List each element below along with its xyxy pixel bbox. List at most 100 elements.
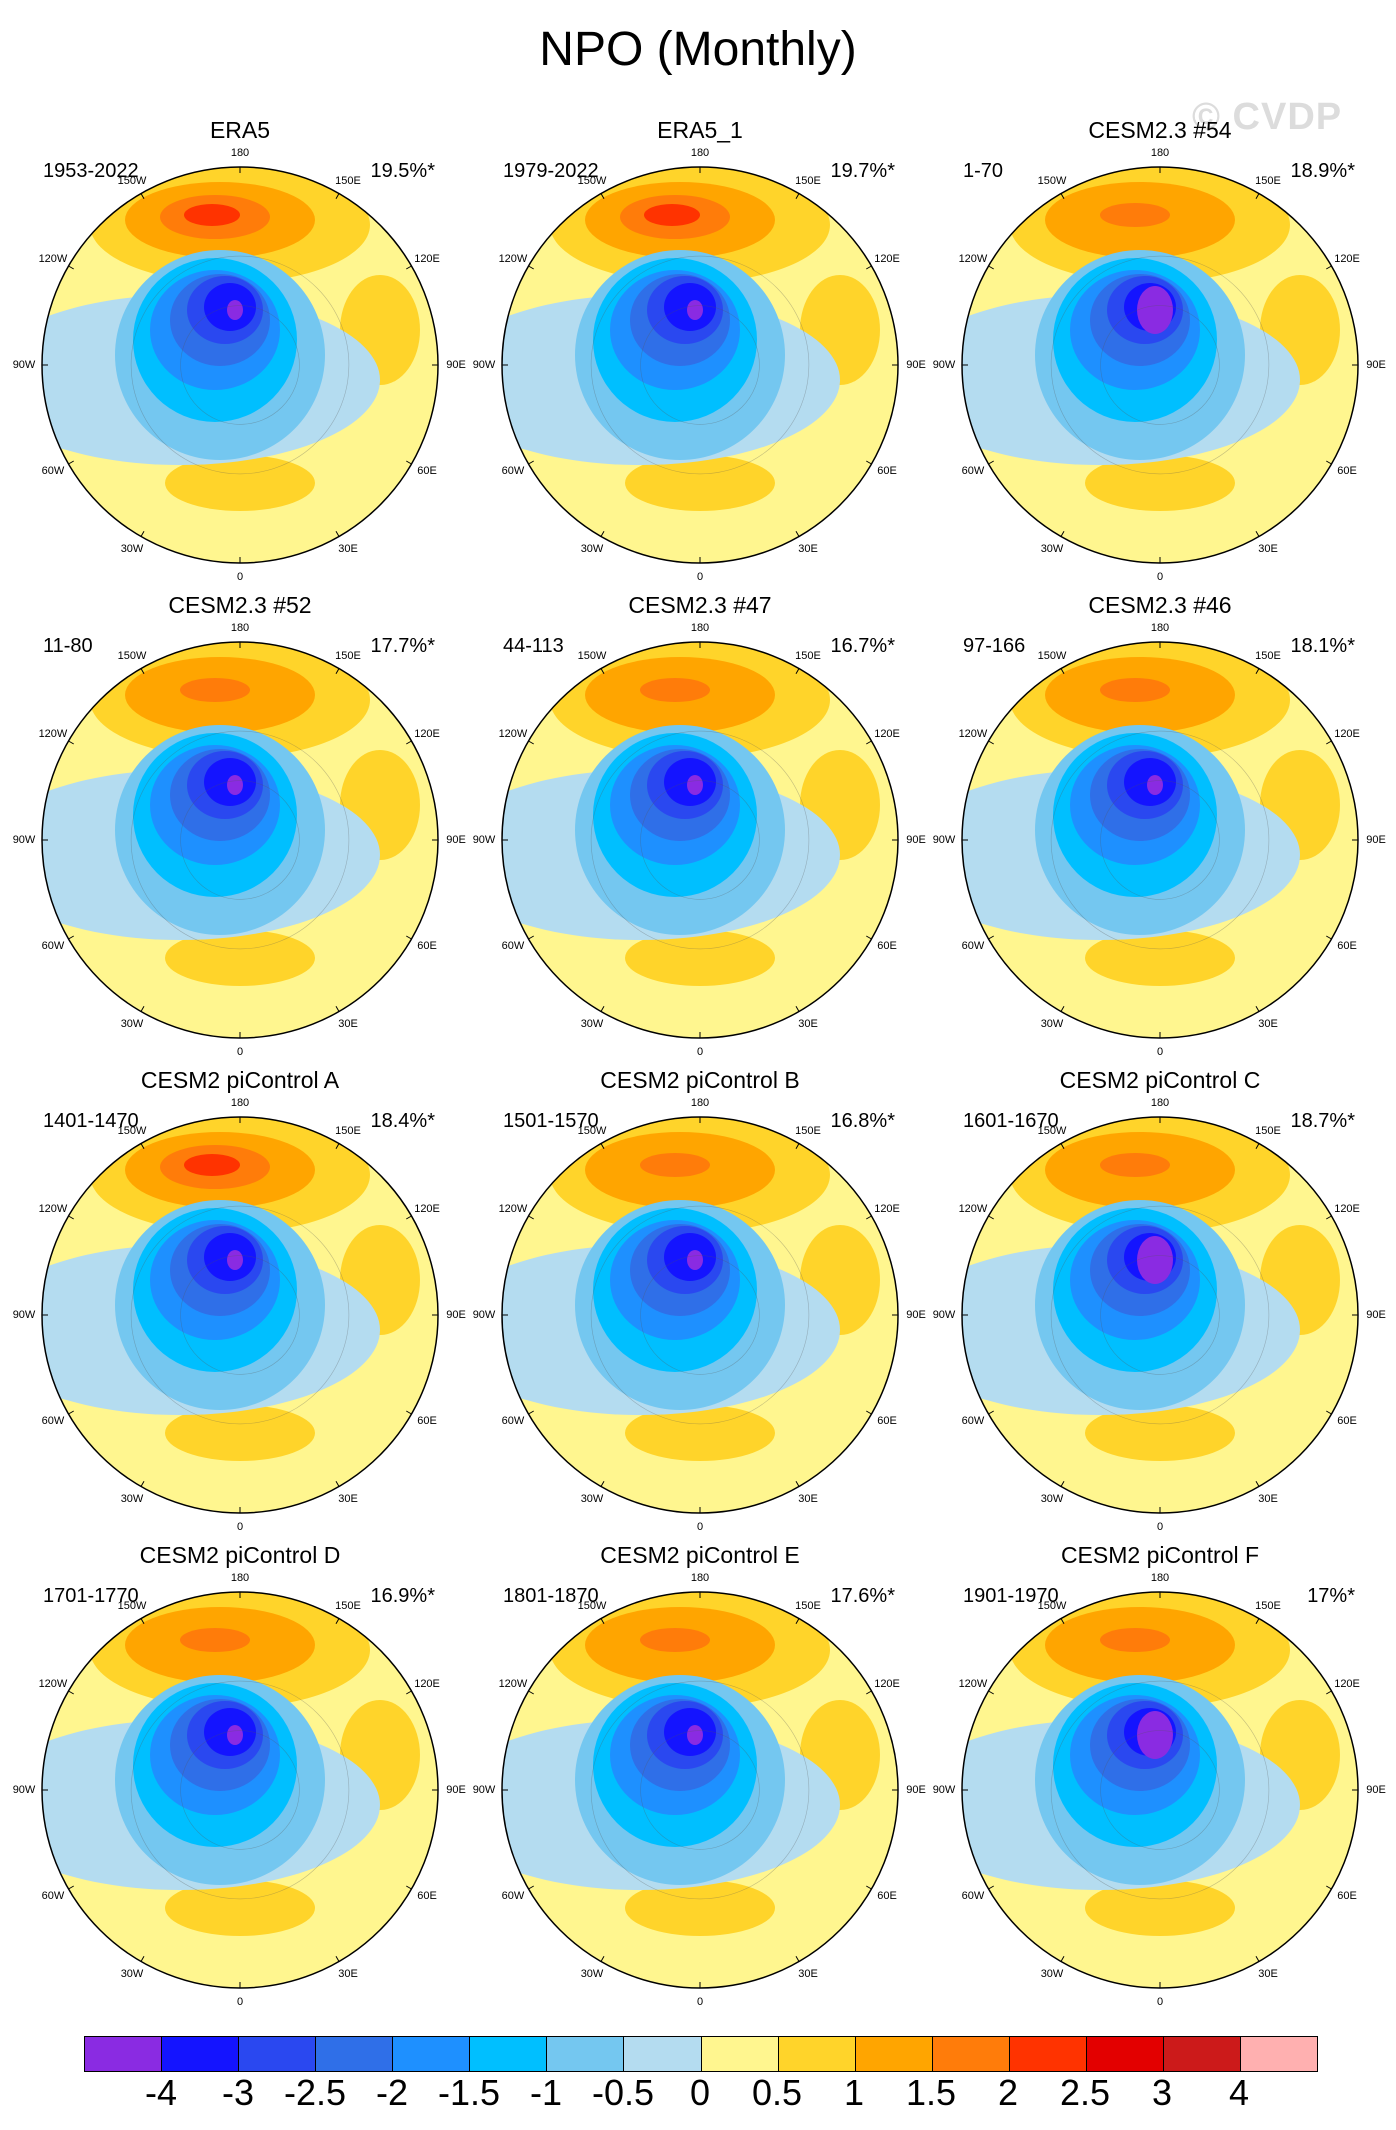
panel-title: CESM2 piControl C: [1059, 1067, 1261, 1093]
panel-period: 1701-1770: [43, 1585, 139, 1607]
longitude-label: 90E: [906, 1784, 926, 1796]
longitude-tick: [795, 1618, 800, 1624]
longitude-tick: [1060, 668, 1065, 674]
panel-period: 97-166: [963, 635, 1026, 657]
longitude-label: 120W: [498, 728, 528, 740]
longitude-label: 90W: [472, 1309, 496, 1321]
longitude-label: 150E: [1255, 1125, 1281, 1138]
longitude-label: 30E: [1258, 1492, 1278, 1505]
longitude-label: 120W: [38, 728, 68, 740]
longitude-label: 60W: [501, 465, 525, 477]
longitude-tick: [68, 1410, 74, 1415]
longitude-label: 30E: [798, 1017, 818, 1030]
positive-anomaly: [165, 930, 315, 986]
longitude-label: 120W: [498, 253, 528, 265]
longitude-tick: [795, 193, 800, 199]
panel-title: ERA5_1: [657, 117, 743, 143]
longitude-label: 60E: [877, 1890, 897, 1902]
longitude-tick: [1255, 1143, 1260, 1149]
longitude-label: 90W: [472, 359, 496, 371]
coastline-hint: [180, 780, 300, 900]
positive-anomaly: [1100, 1628, 1170, 1652]
coastline-hint: [640, 1730, 760, 1850]
longitude-tick: [1326, 1885, 1332, 1890]
coastline-hint: [1100, 1730, 1220, 1850]
longitude-label: 30E: [338, 1492, 358, 1505]
longitude-tick: [335, 1143, 340, 1149]
longitude-tick: [68, 265, 74, 270]
longitude-label: 60E: [877, 1415, 897, 1427]
longitude-tick: [866, 1885, 872, 1890]
longitude-label: 60E: [877, 465, 897, 477]
longitude-tick: [600, 193, 605, 199]
colorbar-label: 1.5: [905, 2072, 957, 2113]
longitude-label: 180: [1150, 1097, 1170, 1109]
longitude-label: 30W: [1040, 542, 1064, 555]
polar-map: [41, 166, 439, 564]
positive-anomaly: [184, 1154, 240, 1176]
longitude-tick: [1326, 935, 1332, 940]
positive-anomaly: [1085, 1405, 1235, 1461]
colorbar-label: -2: [375, 2072, 409, 2113]
longitude-label: 150W: [117, 1600, 147, 1613]
longitude-label: 150W: [117, 1125, 147, 1138]
colorbar-box: [393, 2037, 471, 2071]
longitude-label: 150W: [1037, 175, 1067, 188]
panel-variance-percent: 18.1%*: [1290, 635, 1356, 657]
panel-title: CESM2.3 #54: [1088, 117, 1232, 143]
longitude-tick: [406, 740, 412, 745]
longitude-label: 120W: [958, 1678, 988, 1690]
longitude-tick: [406, 1215, 412, 1220]
longitude-label: 60E: [1337, 1890, 1357, 1902]
polar-map: [41, 1116, 439, 1514]
longitude-label: 30E: [1258, 1017, 1278, 1030]
longitude-label: 120E: [414, 1678, 440, 1690]
longitude-label: 90E: [1366, 359, 1386, 371]
longitude-label: 90W: [12, 1784, 36, 1796]
longitude-label: 30W: [1040, 1492, 1064, 1505]
longitude-tick: [795, 531, 800, 537]
colorbar-box: [1240, 2037, 1317, 2071]
longitude-tick: [866, 740, 872, 745]
coastline-hint: [590, 255, 810, 475]
longitude-tick: [1255, 531, 1260, 537]
longitude-tick: [988, 1215, 994, 1220]
polar-map: [961, 641, 1359, 1039]
longitude-label: 0: [236, 1521, 244, 1533]
longitude-label: 120E: [874, 253, 900, 265]
panel-variance-percent: 16.8%*: [830, 1110, 896, 1132]
longitude-tick: [795, 1143, 800, 1149]
colorbar-label: -1.5: [437, 2072, 501, 2113]
longitude-label: 30E: [798, 1492, 818, 1505]
longitude-label: 90E: [906, 834, 926, 846]
longitude-label: 30W: [580, 542, 604, 555]
colorbar-label: -4: [144, 2072, 178, 2113]
longitude-tick: [866, 935, 872, 940]
longitude-label: 0: [236, 1046, 244, 1058]
polar-map: [501, 641, 899, 1039]
longitude-tick: [140, 1143, 145, 1149]
panel-period: 44-113: [503, 635, 564, 657]
longitude-label: 30E: [338, 542, 358, 555]
colorbar-box: [316, 2037, 394, 2071]
panel-variance-percent: 18.9%*: [1290, 160, 1356, 182]
longitude-label: 150W: [1037, 1125, 1067, 1138]
longitude-tick: [866, 1215, 872, 1220]
panel-title: CESM2.3 #46: [1088, 592, 1232, 618]
coastline-hint: [640, 305, 760, 425]
longitude-label: 30W: [580, 1492, 604, 1505]
panel-title: CESM2 piControl F: [1060, 1542, 1260, 1568]
longitude-tick: [1255, 668, 1260, 674]
longitude-tick: [1255, 1618, 1260, 1624]
coastline-hint: [180, 1255, 300, 1375]
longitude-label: 90E: [1366, 1784, 1386, 1796]
panel-variance-percent: 16.7%*: [830, 635, 896, 657]
negative-anomaly: [687, 1725, 703, 1745]
longitude-tick: [335, 1006, 340, 1012]
longitude-label: 150E: [795, 175, 821, 188]
longitude-label: 60W: [501, 1890, 525, 1902]
coastline-hint: [130, 1205, 350, 1425]
longitude-tick: [406, 935, 412, 940]
longitude-label: 180: [230, 147, 250, 159]
longitude-label: 150E: [795, 1125, 821, 1138]
